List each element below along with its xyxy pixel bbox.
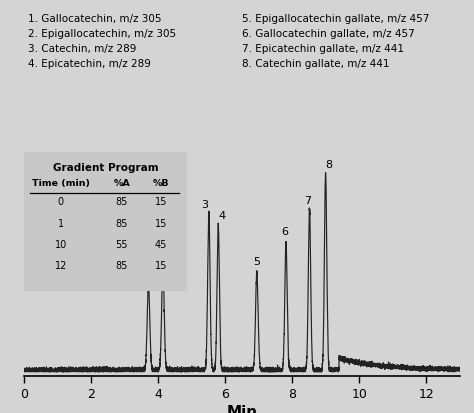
Text: 5. Epigallocatechin gallate, m/z 457
6. Gallocatechin gallate, m/z 457
7. Epicat: 5. Epigallocatechin gallate, m/z 457 6. …: [242, 14, 429, 69]
Text: 15: 15: [155, 261, 167, 271]
Text: 45: 45: [155, 240, 167, 249]
Text: 1: 1: [141, 268, 147, 278]
Text: 1. Gallocatechin, m/z 305
2. Epigallocatechin, m/z 305
3. Catechin, m/z 289
4. E: 1. Gallocatechin, m/z 305 2. Epigallocat…: [28, 14, 176, 69]
Text: 12: 12: [55, 261, 67, 271]
Text: Gradient Program: Gradient Program: [53, 162, 158, 172]
Text: 8: 8: [325, 160, 333, 170]
Text: 15: 15: [155, 218, 167, 228]
Text: 5: 5: [253, 256, 260, 266]
Text: 15: 15: [155, 197, 167, 207]
Text: 85: 85: [116, 218, 128, 228]
Text: %B: %B: [153, 179, 169, 188]
Text: 4: 4: [218, 211, 225, 221]
Text: 1: 1: [58, 218, 64, 228]
Text: Time (min): Time (min): [32, 179, 90, 188]
Text: 7: 7: [304, 195, 311, 205]
FancyBboxPatch shape: [24, 152, 187, 291]
Text: %A: %A: [113, 179, 130, 188]
Text: 2: 2: [163, 252, 170, 262]
Text: 55: 55: [116, 240, 128, 249]
X-axis label: Min: Min: [226, 404, 257, 413]
Text: 85: 85: [116, 197, 128, 207]
Text: 3: 3: [201, 199, 209, 209]
Text: 10: 10: [55, 240, 67, 249]
Text: 0: 0: [58, 197, 64, 207]
Text: 85: 85: [116, 261, 128, 271]
Text: 6: 6: [281, 227, 288, 237]
